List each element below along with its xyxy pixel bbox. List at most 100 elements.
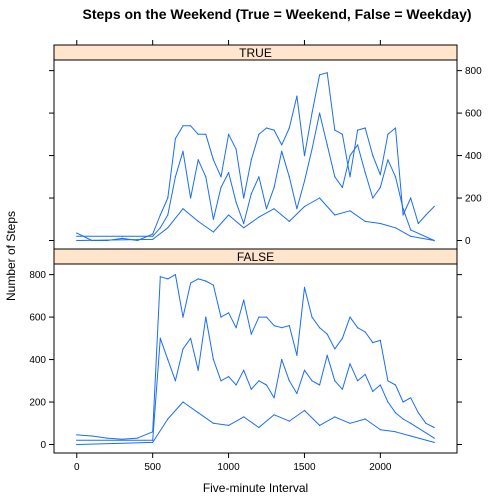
data-point-true-0-39 <box>410 197 412 199</box>
data-point-true-1-0 <box>76 235 78 237</box>
data-point-false-1-33 <box>394 412 397 414</box>
data-point-false-1-18 <box>281 359 283 361</box>
data-point-true-1-27 <box>341 186 343 188</box>
data-point-true-0-0 <box>76 232 78 234</box>
data-point-false-0-19 <box>258 316 260 318</box>
data-point-false-1-6 <box>190 337 192 339</box>
data-point-true-0-21 <box>273 129 275 131</box>
data-point-false-2-0 <box>76 443 78 446</box>
data-point-true-1-18 <box>273 186 275 188</box>
data-point-false-0-7 <box>167 278 169 280</box>
data-point-true-0-22 <box>281 144 283 146</box>
data-point-true-0-13 <box>212 159 214 161</box>
y-axis-title: Number of Steps <box>4 211 18 301</box>
data-point-false-2-15 <box>364 418 366 420</box>
data-point-true-1-6 <box>182 150 184 152</box>
data-point-true-1-9 <box>205 176 207 178</box>
data-point-true-0-10 <box>190 125 192 127</box>
data-point-true-2-2 <box>167 227 169 229</box>
data-point-false-2-5 <box>212 422 214 424</box>
data-point-false-1-31 <box>379 384 381 386</box>
data-point-true-1-7 <box>190 197 192 199</box>
data-point-false-0-14 <box>220 316 222 318</box>
panel-strip-label-false: FALSE <box>237 250 274 264</box>
series-line-true-1 <box>76 112 435 241</box>
data-point-false-2-6 <box>228 424 230 426</box>
data-point-false-0-23 <box>288 325 290 327</box>
y-ticks-false: 0 200 400 600 800 <box>29 270 54 451</box>
data-point-false-0-12 <box>205 280 207 282</box>
data-point-false-2-19 <box>433 441 435 443</box>
series-line-false-1 <box>76 316 435 441</box>
y-tick-label-true-600: 600 <box>465 109 482 120</box>
data-point-false-1-29 <box>364 373 366 375</box>
data-point-false-1-20 <box>296 392 298 395</box>
data-point-true-1-14 <box>243 222 245 225</box>
data-point-true-0-30 <box>341 133 343 135</box>
data-point-true-0-25 <box>303 155 306 157</box>
data-point-false-2-2 <box>167 418 169 420</box>
data-point-true-1-36 <box>410 229 412 231</box>
data-point-true-2-6 <box>228 214 230 216</box>
data-point-true-1-26 <box>334 176 336 178</box>
data-point-true-0-17 <box>243 197 245 199</box>
data-point-false-0-28 <box>326 333 328 335</box>
data-point-true-2-19 <box>433 239 435 242</box>
series-line-false-0 <box>76 274 435 440</box>
data-point-false-0-11 <box>197 278 199 280</box>
data-point-false-1-22 <box>311 380 313 382</box>
data-point-true-1-10 <box>212 218 214 220</box>
data-point-true-2-14 <box>349 210 351 212</box>
data-point-false-0-13 <box>212 284 214 286</box>
data-point-false-0-20 <box>265 316 268 318</box>
data-point-true-1-19 <box>281 150 283 152</box>
data-point-false-0-4 <box>136 437 139 439</box>
data-point-true-0-11 <box>197 133 199 135</box>
data-point-false-0-34 <box>372 342 374 344</box>
data-point-false-1-13 <box>243 369 245 371</box>
data-point-true-0-36 <box>387 133 389 135</box>
data-point-false-1-11 <box>228 376 230 378</box>
data-point-false-1-36 <box>433 437 435 439</box>
data-point-true-0-4 <box>136 239 139 242</box>
data-point-true-0-38 <box>402 214 404 216</box>
data-point-false-2-7 <box>243 416 245 418</box>
data-point-true-0-5 <box>152 233 154 235</box>
x-tick-label-2000: 2000 <box>369 462 392 473</box>
data-point-false-0-33 <box>364 331 366 333</box>
data-point-false-0-31 <box>349 316 351 318</box>
panel-true-box <box>53 59 458 250</box>
data-point-true-2-12 <box>319 197 321 199</box>
x-tick-label-1500: 1500 <box>293 462 316 473</box>
data-point-false-2-18 <box>410 435 412 437</box>
data-point-true-0-28 <box>326 72 328 74</box>
data-point-false-0-21 <box>273 325 275 327</box>
data-point-false-0-38 <box>402 401 404 403</box>
data-point-true-1-29 <box>357 144 359 146</box>
data-point-true-1-15 <box>250 193 252 195</box>
data-point-true-2-10 <box>288 220 290 222</box>
data-point-true-0-16 <box>235 148 237 150</box>
data-point-true-2-1 <box>152 238 154 240</box>
chart-title: Steps on the Weekend (True = Weekend, Fa… <box>82 6 471 22</box>
data-point-true-0-33 <box>364 127 366 129</box>
data-point-true-1-21 <box>296 208 298 210</box>
data-point-false-1-3 <box>167 359 169 361</box>
data-point-false-2-17 <box>394 431 397 433</box>
data-point-false-0-9 <box>182 316 184 318</box>
data-point-true-0-37 <box>394 127 397 129</box>
data-point-false-0-1 <box>91 435 93 437</box>
data-point-true-1-25 <box>326 144 328 146</box>
data-point-true-1-16 <box>258 176 260 178</box>
data-point-false-2-9 <box>273 414 275 416</box>
data-point-false-1-35 <box>410 422 412 424</box>
data-point-false-1-16 <box>265 384 268 386</box>
data-point-true-2-4 <box>197 220 199 222</box>
data-point-false-1-7 <box>197 369 199 371</box>
data-point-true-0-8 <box>174 138 176 140</box>
series-line-true-2 <box>76 197 435 241</box>
data-point-true-2-13 <box>334 214 336 216</box>
data-point-true-2-7 <box>243 227 245 229</box>
